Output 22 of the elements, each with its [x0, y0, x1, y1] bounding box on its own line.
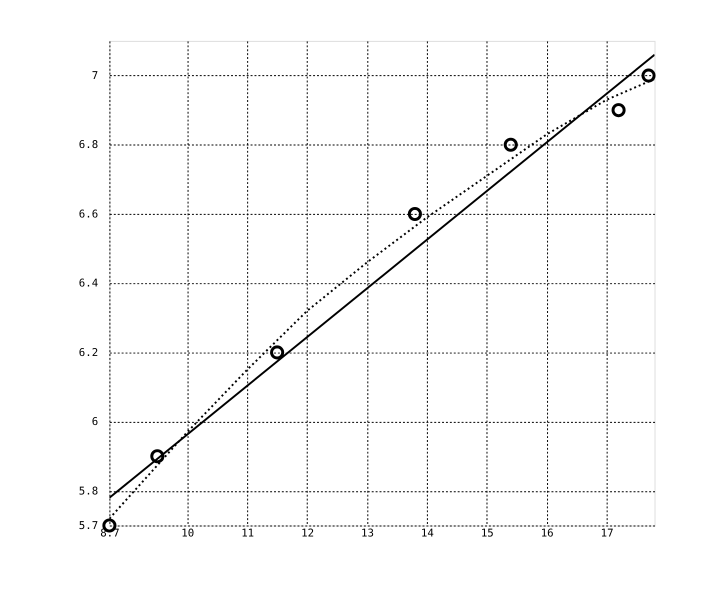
x-tick-label: 14: [420, 526, 434, 540]
x-tick-label: 17: [600, 526, 614, 540]
point: [270, 345, 284, 360]
y-tick-label: 6: [92, 415, 98, 428]
x-tick-label: 15: [480, 526, 494, 540]
y-tick-label: 6.6: [78, 207, 98, 220]
x-tick-label: 12: [301, 526, 314, 540]
point: [150, 449, 164, 464]
point: [408, 206, 422, 222]
point: [642, 68, 656, 83]
point: [504, 138, 518, 152]
y-tick-label: 5.8: [78, 484, 98, 498]
y-tick-label: 6.4: [78, 276, 98, 290]
y-tick-label: 5.7: [78, 518, 98, 532]
x-tick-label: 10: [181, 526, 194, 540]
y-tick-label: 7: [92, 68, 98, 82]
y-tick-label: 6.8: [78, 138, 98, 152]
x-tick-label: 16: [540, 526, 554, 540]
y-tick-label: 6.2: [78, 346, 98, 359]
x-tick-label: 13: [361, 526, 374, 540]
point: [612, 103, 626, 118]
x-tick-label: 11: [241, 526, 254, 540]
